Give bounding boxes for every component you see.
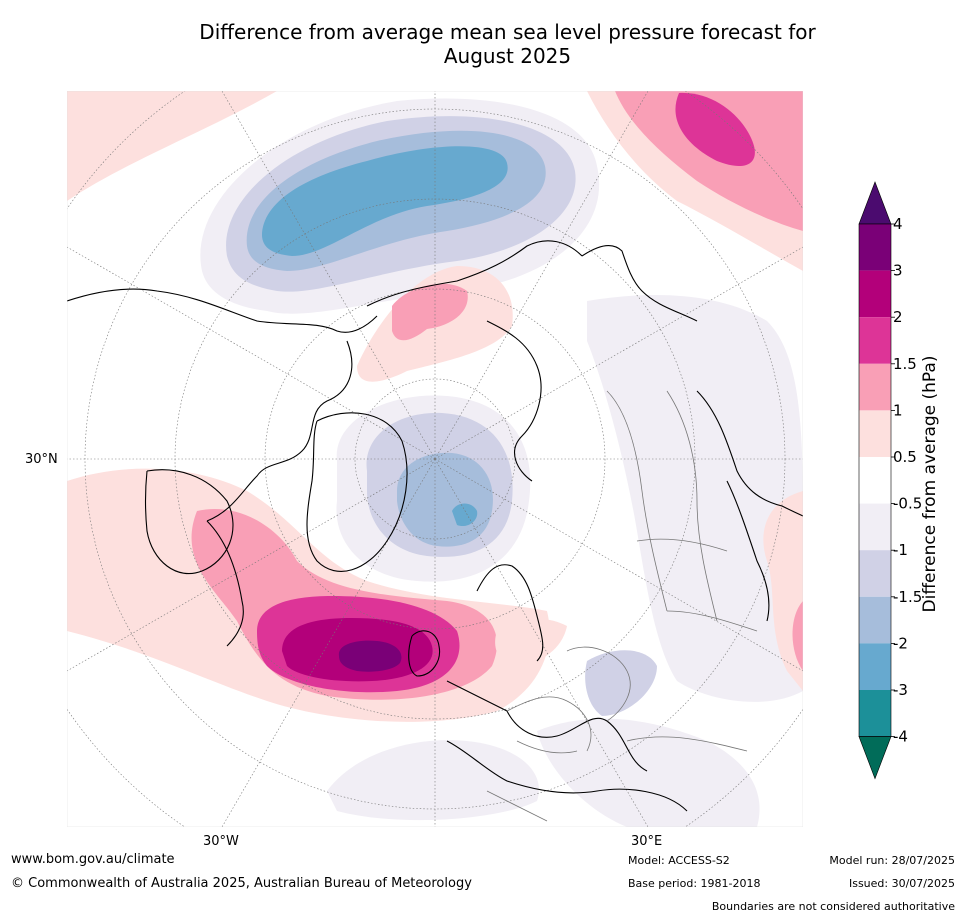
- anomaly-pos-top-right: [587, 91, 803, 271]
- graticule: [67, 91, 803, 827]
- colorbar-swatch-c_3_4: [859, 224, 891, 271]
- colorbar-tick-label: -4: [893, 728, 908, 746]
- meridian-150e: [434, 91, 649, 460]
- colorbar-swatch-c_neg3_neg2: [859, 643, 891, 690]
- colorbar-tick-label: 3: [893, 262, 903, 280]
- title-line-2: August 2025: [443, 44, 572, 68]
- coast-uk: [408, 630, 441, 677]
- colorbar: 4 3 2 1.5 1 0.5 -0.5 -1 -1.5 -2 -3 -4: [858, 181, 922, 780]
- colorbar-swatch-c_neg1_neg0_5: [859, 503, 891, 551]
- coast-china: [696, 390, 803, 517]
- meridian-30e: [434, 458, 649, 827]
- meridian-30w: [221, 458, 436, 827]
- anomaly-pos-bering: [357, 266, 513, 382]
- coast-japan: [726, 480, 770, 622]
- colorbar-swatch-c_1_5_2: [859, 317, 891, 364]
- meridian-120w: [67, 246, 436, 460]
- colorbar-swatch-c_1_1_5: [859, 363, 891, 411]
- title-line-1: Difference from average mean sea level p…: [199, 20, 816, 44]
- colorbar-swatch-c_neg4_neg3: [859, 690, 891, 737]
- polar-map: [67, 91, 803, 827]
- colorbar-tick-label: -0.5: [893, 495, 922, 513]
- colorbar-swatch-c_2_3: [859, 270, 891, 318]
- coast-hudson: [144, 469, 234, 575]
- meridian-60w: [67, 458, 436, 672]
- meridian-120e: [434, 246, 803, 460]
- lon-label-30e: 30°E: [631, 834, 663, 849]
- anomaly-neg-arctic: [336, 395, 531, 582]
- country-boundaries: [486, 390, 758, 822]
- anomaly-pos-north-atlantic: [67, 468, 550, 722]
- coast-canada-arctic: [206, 340, 353, 522]
- colorbar-tick-label: 1.5: [893, 355, 917, 373]
- colorbar-tick-label: -1: [893, 541, 908, 559]
- lon-label-30w: 30°W: [203, 834, 239, 849]
- coast-europe: [446, 680, 648, 772]
- anomaly-pos-top-left: [67, 91, 277, 201]
- colorbar-tick-label: 4: [893, 215, 903, 233]
- colorbar-swatch-c_neg1_5_neg1: [859, 550, 891, 597]
- footer-base-period: Base period: 1981-2018: [628, 877, 761, 890]
- colorbar-extend-min: [858, 736, 892, 780]
- anomaly-neg-south-atlantic: [327, 740, 539, 821]
- anomaly-neg-mediterranean: [537, 718, 760, 827]
- footer-copyright: © Commonwealth of Australia 2025, Austra…: [11, 876, 472, 891]
- pressure-anomaly-fields: [67, 91, 803, 827]
- meridian-60e: [434, 458, 803, 672]
- colorbar-tick-label: -1.5: [893, 588, 922, 606]
- colorbar-swatch-c_neg0_5_0_5: [859, 457, 891, 504]
- anomaly-neg-central-asia: [585, 650, 657, 716]
- coast-labrador: [206, 520, 244, 647]
- anomaly-neg-north-pacific: [200, 98, 600, 314]
- chart-title: Difference from average mean sea level p…: [80, 20, 935, 68]
- coast-greenland: [306, 412, 408, 572]
- lat-label-30n: 30°N: [25, 452, 58, 467]
- colorbar-outline: [858, 223, 892, 737]
- coast-scandinavia: [476, 564, 544, 662]
- anomaly-pos-east-strong: [792, 601, 803, 671]
- anomaly-neg-asia: [587, 295, 803, 702]
- meridian-150w: [221, 91, 436, 460]
- colorbar-extend-max: [858, 181, 892, 225]
- colorbar-label: Difference from average (hPa): [920, 355, 940, 613]
- coast-mediterranean: [446, 740, 688, 812]
- footer-website[interactable]: www.bom.gov.au/climate: [11, 852, 175, 867]
- colorbar-swatch-c_neg2_neg1_5: [859, 596, 891, 644]
- coast-siberia-north: [486, 320, 542, 482]
- colorbar-tick-label: -2: [893, 634, 908, 652]
- anomaly-pos-europe: [495, 619, 567, 666]
- colorbar-swatch-c_0_5_1: [859, 410, 891, 457]
- coastlines: [67, 240, 803, 812]
- footer-disclaimer: Boundaries are not considered authoritat…: [711, 900, 955, 913]
- coast-alaska: [67, 288, 378, 333]
- colorbar-tick-label: -3: [893, 681, 908, 699]
- footer-model: Model: ACCESS-S2: [628, 854, 730, 867]
- coast-siberia-east: [366, 240, 583, 307]
- lat-circle-70: [264, 288, 606, 630]
- colorbar-tick-label: 0.5: [893, 448, 917, 466]
- footer-model-run: Model run: 28/07/2025: [829, 854, 955, 867]
- coast-kamchatka: [581, 245, 698, 322]
- colorbar-ticks: 4 3 2 1.5 1 0.5 -0.5 -1 -1.5 -2 -3 -4: [891, 215, 922, 746]
- footer-issued: Issued: 30/07/2025: [848, 877, 955, 890]
- colorbar-tick-label: 1: [893, 401, 903, 419]
- colorbar-tick-label: 2: [893, 308, 903, 326]
- colorbar-swatches: [858, 181, 892, 780]
